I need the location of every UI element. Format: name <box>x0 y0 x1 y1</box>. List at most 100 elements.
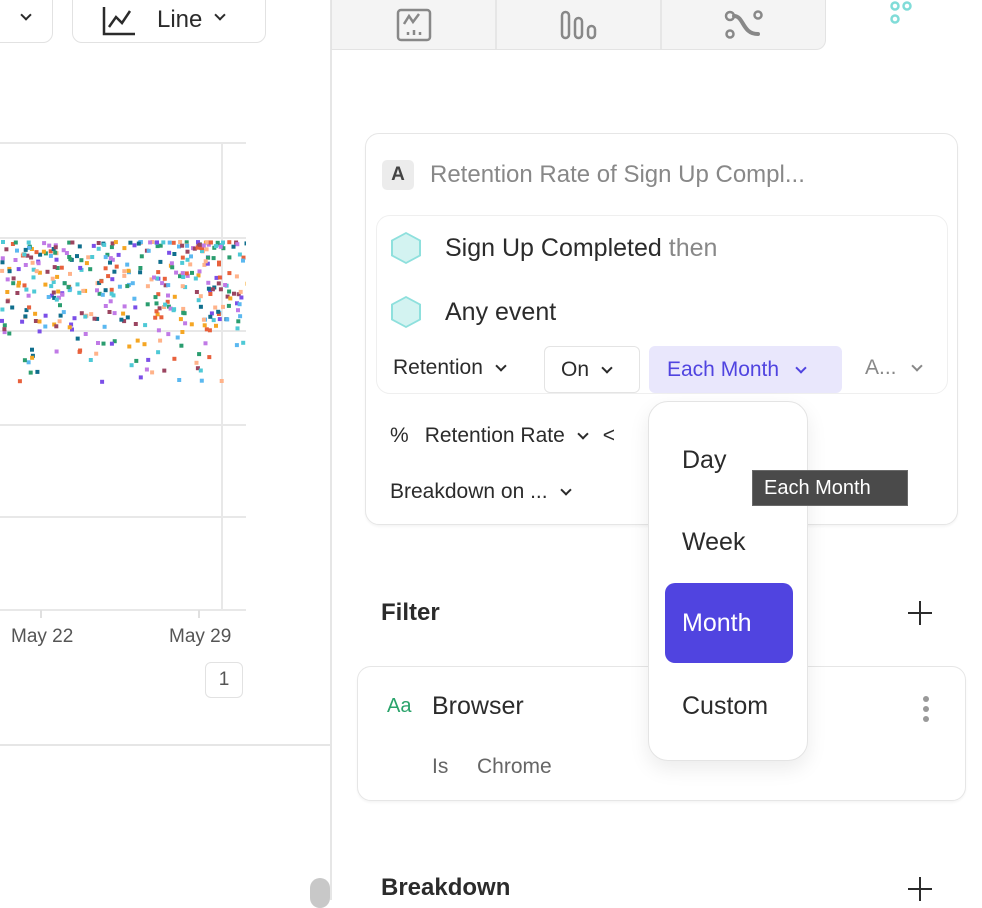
scatter-point <box>128 240 133 245</box>
divider <box>0 744 331 746</box>
scatter-point <box>94 351 99 356</box>
scatter-point <box>227 255 232 260</box>
scatter-point <box>33 319 38 323</box>
scatter-point <box>78 265 83 270</box>
tab-funnels[interactable] <box>497 0 662 49</box>
scatter-point <box>25 253 30 258</box>
scatter-point <box>75 336 80 341</box>
page-indicator[interactable]: 1 <box>205 662 243 698</box>
scatter-point <box>23 263 28 267</box>
chart-type-label: Line <box>157 5 203 33</box>
filter-operator[interactable]: Is <box>432 755 449 778</box>
scatter-point <box>145 302 150 307</box>
scatter-point <box>170 265 175 270</box>
scatter-point <box>154 301 159 306</box>
scatter-point <box>204 247 209 252</box>
previous-dropdown-button[interactable] <box>0 0 53 43</box>
scrollbar-thumb[interactable] <box>310 878 330 908</box>
scatter-point <box>161 240 166 245</box>
scatter-point <box>184 240 189 245</box>
percent-icon: % <box>390 424 409 447</box>
event-first[interactable]: Sign Up Completed then <box>445 234 718 262</box>
scatter-point <box>58 313 63 318</box>
scatter-point <box>144 367 149 372</box>
scatter-point <box>198 294 203 299</box>
scatter-point <box>238 289 243 294</box>
scatter-point <box>207 328 212 333</box>
scatter-point <box>122 319 127 324</box>
scatter-point <box>58 303 62 308</box>
scatter-point <box>188 262 193 267</box>
scatter-point <box>245 281 246 286</box>
scatter-point <box>0 318 4 323</box>
scatter-point <box>217 317 222 322</box>
scatter-point <box>162 276 167 281</box>
scatter-point <box>189 322 194 327</box>
scatter-point <box>211 256 216 261</box>
scatter-point <box>139 254 144 259</box>
menu-item-week[interactable]: Week <box>682 527 746 556</box>
scatter-point <box>136 241 141 246</box>
scatter-point <box>214 275 219 280</box>
filter-property[interactable]: Browser <box>432 692 524 720</box>
then-label: then <box>668 234 718 262</box>
scatter-point <box>122 269 127 274</box>
scatter-point <box>0 307 5 312</box>
scatter-point <box>142 342 147 347</box>
add-breakdown-icon[interactable] <box>908 877 932 901</box>
scatter-point <box>216 312 221 316</box>
tab-flows[interactable] <box>662 0 825 49</box>
on-dropdown[interactable]: On <box>544 346 640 393</box>
scatter-point <box>103 266 108 271</box>
interval-dropdown[interactable]: Each Month <box>649 346 842 393</box>
menu-item-day[interactable]: Day <box>682 445 727 474</box>
query-title[interactable]: Retention Rate of Sign Up Compl... <box>430 161 805 188</box>
scatter-point <box>42 241 47 246</box>
metric-dropdown[interactable]: % Retention Rate < <box>390 424 616 447</box>
scatter-point <box>49 284 54 289</box>
scatter-point <box>27 305 32 310</box>
scatter-point <box>34 269 39 274</box>
breakdown-on-dropdown[interactable]: Breakdown on ... <box>390 480 572 504</box>
scatter-point <box>0 256 5 261</box>
scatter-point <box>201 317 206 322</box>
scatter-point <box>79 258 84 263</box>
scatter-point <box>97 291 102 296</box>
scatter-point <box>5 277 10 282</box>
scatter-point <box>152 275 156 280</box>
scatter-point <box>91 243 96 248</box>
scatter-point <box>75 282 80 287</box>
retention-dropdown[interactable]: Retention <box>393 356 507 380</box>
scatter-point <box>26 360 31 365</box>
scatter-point <box>122 246 127 251</box>
extra-dropdown[interactable]: A... <box>865 356 923 380</box>
tab-retention[interactable] <box>880 0 926 34</box>
filter-heading: Filter <box>381 599 440 626</box>
scatter-point <box>50 276 55 281</box>
scatter-point <box>109 245 114 250</box>
scatter-point <box>86 255 91 260</box>
scatter-point <box>109 341 114 346</box>
scatter-point <box>239 295 244 300</box>
scatter-point <box>172 356 177 361</box>
scatter-point <box>117 284 122 289</box>
scatter-point <box>30 355 35 360</box>
menu-item-custom[interactable]: Custom <box>682 691 769 720</box>
chart-type-dropdown[interactable]: Line <box>72 0 266 43</box>
events-box: Sign Up Completed then Any event Retenti… <box>376 215 948 394</box>
query-card: A Retention Rate of Sign Up Compl... Sig… <box>365 133 958 525</box>
scatter-point <box>43 282 48 287</box>
scatter-point <box>125 262 130 267</box>
scatter-point <box>62 281 67 286</box>
scatter-point <box>178 240 183 244</box>
filter-value[interactable]: Chrome <box>477 755 552 778</box>
scatter-point <box>132 296 137 301</box>
scatter-point <box>197 352 202 357</box>
menu-item-month[interactable]: Month <box>665 583 793 663</box>
event-second[interactable]: Any event <box>445 298 557 326</box>
more-options-icon[interactable] <box>922 695 930 723</box>
scatter-point <box>52 295 57 300</box>
add-filter-icon[interactable] <box>908 601 932 625</box>
scatter-point <box>197 269 202 274</box>
tab-insights[interactable] <box>332 0 497 49</box>
